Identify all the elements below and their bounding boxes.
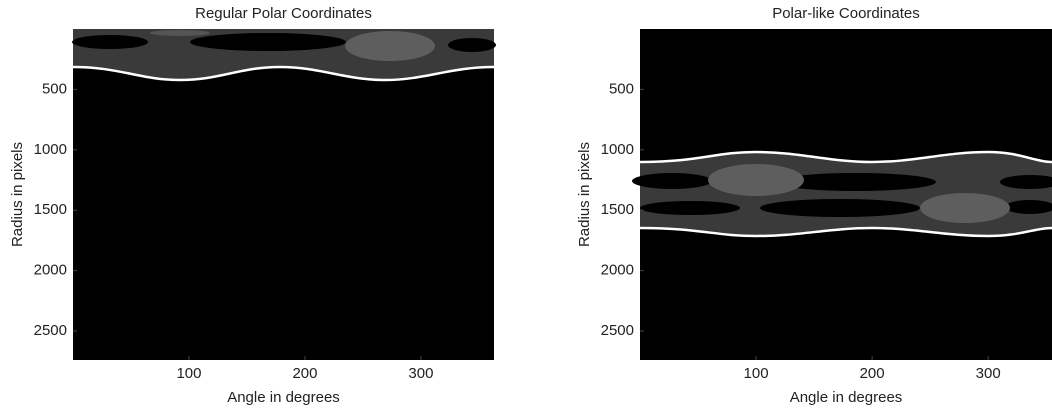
y-axis-label: Radius in pixels [9, 142, 26, 247]
y-tick-label: 1000 [34, 141, 67, 158]
y-tick-label: 1500 [34, 201, 67, 218]
y-tick-label: 2500 [601, 322, 634, 339]
x-tick-label: 200 [860, 365, 885, 382]
x-tick-label: 300 [976, 365, 1001, 382]
y-tick-label: 500 [42, 80, 67, 97]
x-tick-label: 200 [292, 365, 317, 382]
x-axis-label: Angle in degrees [790, 389, 903, 406]
chart-title: Regular Polar Coordinates [195, 5, 372, 22]
x-axis-label: Angle in degrees [227, 389, 340, 406]
x-tick-label: 300 [408, 365, 433, 382]
x-tick-label: 100 [744, 365, 769, 382]
image-right [632, 29, 1052, 360]
image-left [72, 29, 496, 360]
figure: Regular Polar Coordinates Angle in degree… [0, 0, 1052, 410]
y-tick-label: 2000 [34, 262, 67, 279]
x-tick-label: 100 [176, 365, 201, 382]
y-tick-label: 1000 [601, 141, 634, 158]
y-axis-label: Radius in pixels [576, 142, 593, 247]
y-tick-label: 500 [609, 80, 634, 97]
chart-title: Polar-like Coordinates [772, 5, 920, 22]
y-tick-label: 2000 [601, 262, 634, 279]
y-tick-label: 1500 [601, 201, 634, 218]
y-tick-label: 2500 [34, 322, 67, 339]
